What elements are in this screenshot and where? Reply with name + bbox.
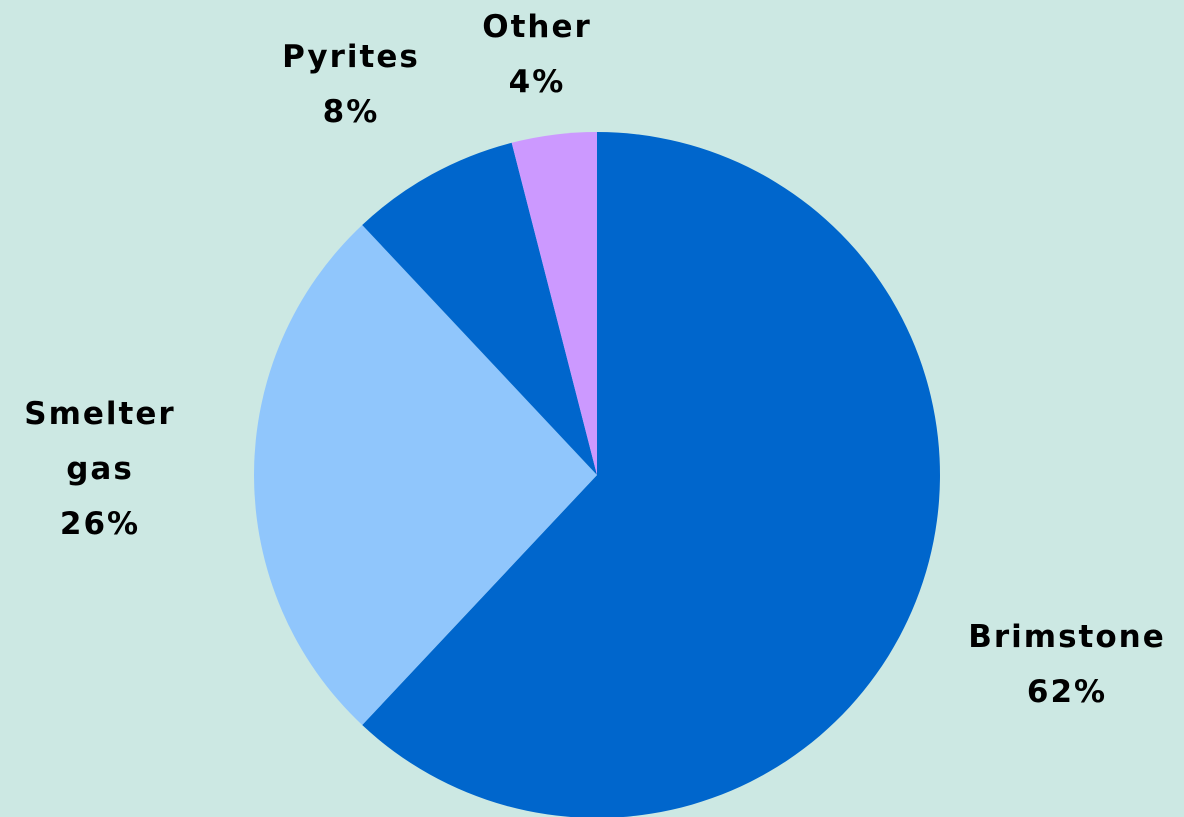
slice-label-pyrites: Pyrites 8% <box>282 39 420 130</box>
slice-name-label: Other <box>482 9 592 45</box>
slice-name-label: Pyrites <box>282 39 420 75</box>
pie-slice-brimstone <box>362 132 940 817</box>
slice-value-label: 8% <box>323 94 380 130</box>
slice-name-label: Smelter <box>24 396 175 432</box>
slice-name-label: gas <box>66 451 134 487</box>
slice-value-label: 26% <box>60 506 140 542</box>
slices-layer <box>253 132 940 817</box>
pie-slice-pyrites <box>362 142 597 475</box>
slice-label-other: Other 4% <box>482 9 592 100</box>
slice-label-brimstone: Brimstone 62% <box>968 619 1166 710</box>
pie-slice-smelter-gas <box>253 224 597 726</box>
slice-value-label: 4% <box>509 64 566 100</box>
slice-label-smelter-gas: Smelter gas 26% <box>24 396 175 542</box>
slice-value-label: 62% <box>1027 674 1107 710</box>
slice-name-label: Brimstone <box>968 619 1166 655</box>
labels-layer: Brimstone 62% Smelter gas 26% Pyrites 8% Other 4… <box>24 9 1166 710</box>
pie-slice-other <box>511 132 597 475</box>
